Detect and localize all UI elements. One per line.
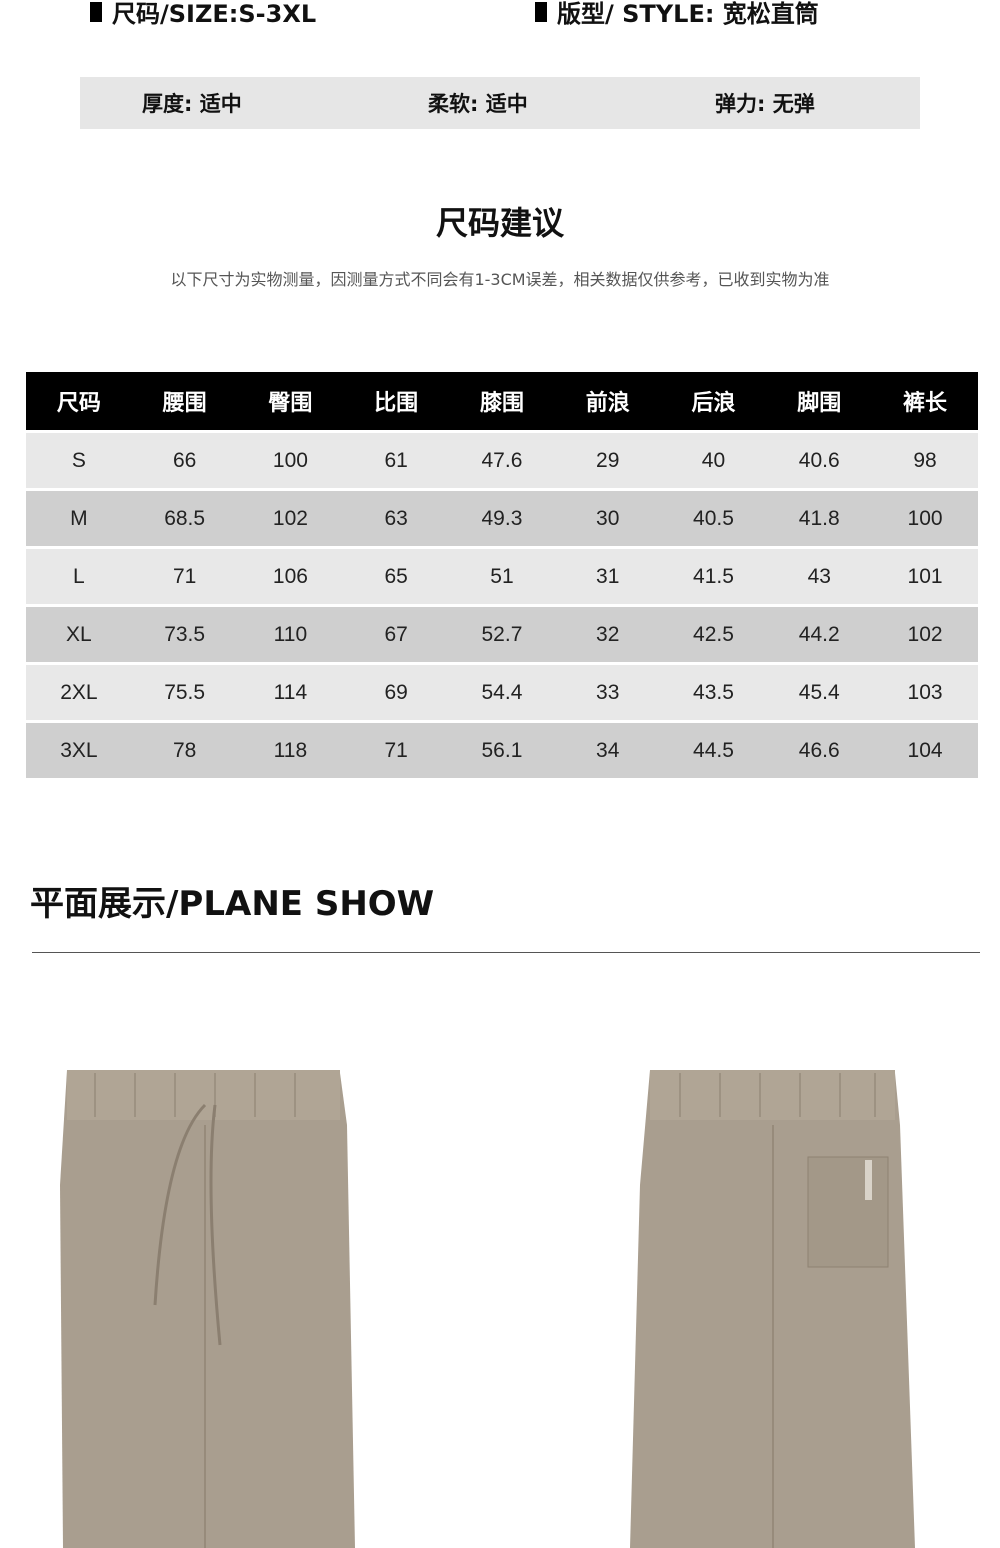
table-cell: 75.5 [131,662,238,722]
table-cell: 41.5 [660,546,767,606]
table-cell: 102 [872,604,978,664]
table-cell: 33 [554,662,661,722]
column-header: 比围 [343,372,450,432]
spec-style-text: 版型/ STYLE: 宽松直筒 [557,0,819,28]
table-cell: 101 [872,546,978,606]
size-guide-note: 以下尺寸为实物测量，因测量方式不同会有1-3CM误差，相关数据仅供参考，已收到实… [170,270,830,289]
table-cell: 73.5 [131,604,238,664]
attr-softness: 柔软: 适中 [428,92,528,116]
table-cell: 52.7 [449,604,555,664]
table-cell: 98 [872,430,978,490]
table-cell: 110 [237,604,344,664]
table-cell: M [26,488,132,548]
pants-back-image [630,1070,915,1548]
table-cell: 106 [237,546,344,606]
table-cell: 54.4 [449,662,555,722]
table-cell: 2XL [26,662,132,722]
column-header: 腰围 [131,372,238,432]
table-cell: 68.5 [131,488,238,548]
table-cell: 100 [237,430,344,490]
size-table: 尺码 腰围 臀围 比围 膝围 前浪 后浪 脚围 裤长 S 66 100 61 47.6 29 40 40.6 9… [26,372,978,778]
size-guide-title: 尺码建议 [435,204,564,242]
column-header: 尺码 [26,372,132,432]
table-cell: 40.5 [660,488,767,548]
table-cell: 44.2 [766,604,873,664]
spec-style: 版型/ STYLE: 宽松直筒 [535,0,819,29]
column-header: 脚围 [766,372,873,432]
table-cell: 42.5 [660,604,767,664]
spec-size-text: 尺码/SIZE:S-3XL [112,0,317,28]
divider [32,952,980,953]
attribute-bar: 厚度: 适中 柔软: 适中 弹力: 无弹 [80,77,920,129]
table-cell: 46.6 [766,720,873,778]
column-header: 前浪 [554,372,661,432]
table-cell: 41.8 [766,488,873,548]
plane-show-title: 平面展示/PLANE SHOW [30,884,435,924]
table-cell: 40.6 [766,430,873,490]
table-cell: 44.5 [660,720,767,778]
bullet-icon [90,1,102,22]
table-cell: 71 [343,720,450,778]
table-cell: 69 [343,662,450,722]
table-cell: 78 [131,720,238,778]
table-row: S 66 100 61 47.6 29 40 40.6 98 [26,430,978,490]
table-row: M 68.5 102 63 49.3 30 40.5 41.8 100 [26,488,978,548]
table-cell: S [26,430,132,490]
table-row: XL 73.5 110 67 52.7 32 42.5 44.2 102 [26,604,978,664]
table-cell: 31 [554,546,661,606]
table-cell: 51 [449,546,555,606]
table-cell: 100 [872,488,978,548]
table-cell: 45.4 [766,662,873,722]
table-cell: 34 [554,720,661,778]
table-cell: 56.1 [449,720,555,778]
table-cell: 65 [343,546,450,606]
table-cell: 67 [343,604,450,664]
pants-front-image [60,1070,355,1548]
table-cell: 118 [237,720,344,778]
table-cell: 40 [660,430,767,490]
table-cell: 63 [343,488,450,548]
table-row: 3XL 78 118 71 56.1 34 44.5 46.6 104 [26,720,978,778]
table-header: 尺码 腰围 臀围 比围 膝围 前浪 后浪 脚围 裤长 [26,372,978,432]
table-cell: 104 [872,720,978,778]
table-cell: XL [26,604,132,664]
table-cell: 66 [131,430,238,490]
bullet-icon [535,1,547,22]
table-row: L 71 106 65 51 31 41.5 43 101 [26,546,978,606]
table-cell: 71 [131,546,238,606]
table-row: 2XL 75.5 114 69 54.4 33 43.5 45.4 103 [26,662,978,722]
column-header: 后浪 [660,372,767,432]
attr-thickness: 厚度: 适中 [142,92,242,116]
table-cell: 3XL [26,720,132,778]
column-header: 裤长 [872,372,978,432]
table-cell: 61 [343,430,450,490]
table-cell: 29 [554,430,661,490]
table-cell: 43 [766,546,873,606]
table-cell: 49.3 [449,488,555,548]
table-cell: 47.6 [449,430,555,490]
table-cell: 32 [554,604,661,664]
table-cell: L [26,546,132,606]
column-header: 臀围 [237,372,344,432]
table-cell: 30 [554,488,661,548]
table-cell: 102 [237,488,344,548]
spec-size: 尺码/SIZE:S-3XL [90,0,316,29]
column-header: 膝围 [449,372,555,432]
table-cell: 103 [872,662,978,722]
attr-elasticity: 弹力: 无弹 [715,92,815,116]
table-cell: 43.5 [660,662,767,722]
table-cell: 114 [237,662,344,722]
